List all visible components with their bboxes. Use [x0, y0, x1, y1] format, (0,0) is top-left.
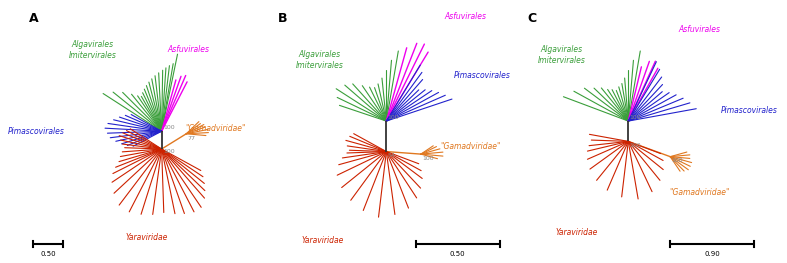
Text: 0.90: 0.90 — [704, 251, 720, 257]
Text: 100: 100 — [163, 125, 175, 130]
Text: Asfuvirales: Asfuvirales — [444, 12, 486, 21]
Text: "Gamadviridae": "Gamadviridae" — [186, 124, 246, 133]
Text: Algavirales
Imitervirales: Algavirales Imitervirales — [296, 50, 344, 70]
Text: Asfuvirales: Asfuvirales — [678, 25, 721, 34]
Text: 100: 100 — [630, 115, 641, 120]
Text: 100: 100 — [422, 156, 434, 161]
Text: 0.50: 0.50 — [450, 251, 466, 257]
Text: 54: 54 — [387, 153, 395, 158]
Text: 0.50: 0.50 — [40, 251, 56, 257]
Text: 100: 100 — [630, 143, 641, 148]
Text: Yaraviridae: Yaraviridae — [301, 236, 343, 245]
Text: Asfuvirales: Asfuvirales — [168, 45, 210, 54]
Text: Yaraviridae: Yaraviridae — [556, 228, 597, 237]
Text: "Gamadviridae": "Gamadviridae" — [440, 142, 501, 151]
Text: Pimascovirales: Pimascovirales — [8, 127, 65, 136]
Text: Algavirales
Imitervirales: Algavirales Imitervirales — [68, 40, 116, 60]
Text: Pimascovirales: Pimascovirales — [454, 71, 511, 80]
Text: C: C — [527, 12, 537, 25]
Text: "Gamadviridae": "Gamadviridae" — [670, 188, 730, 197]
Text: B: B — [278, 12, 287, 25]
Text: 100: 100 — [387, 115, 399, 120]
Text: 77: 77 — [187, 135, 195, 140]
Text: 100: 100 — [163, 149, 175, 154]
Text: A: A — [28, 12, 39, 25]
Text: Algavirales
Imitervirales: Algavirales Imitervirales — [538, 45, 586, 65]
Text: Yaraviridae: Yaraviridae — [126, 234, 168, 242]
Text: 100: 100 — [671, 158, 683, 163]
Text: Pimascovirales: Pimascovirales — [721, 107, 778, 115]
